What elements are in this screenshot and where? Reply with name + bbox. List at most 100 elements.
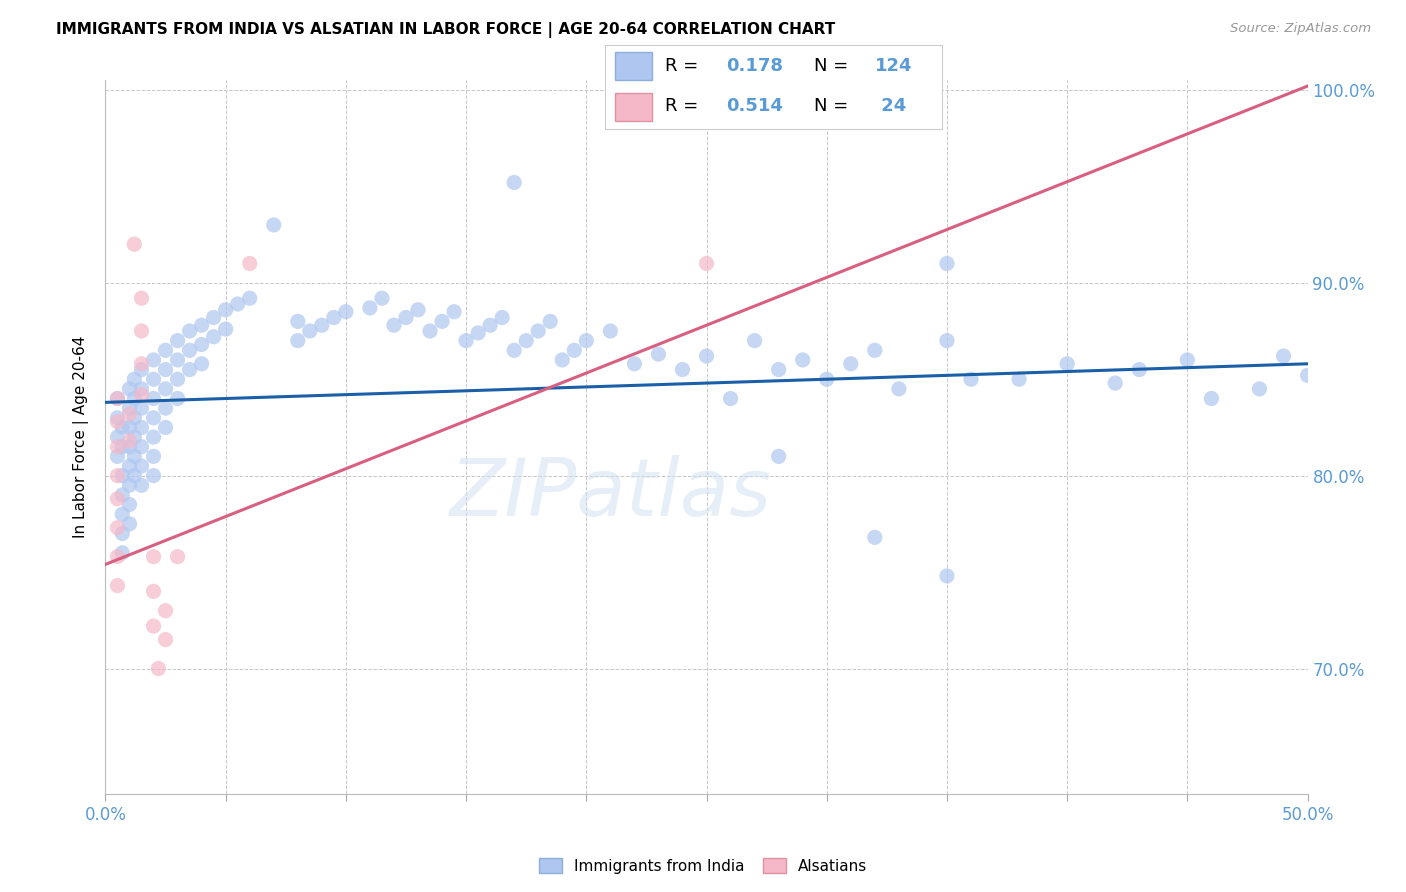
Point [538, 314, 561, 328]
Point [118, 440, 141, 454]
Point [863, 530, 886, 544]
Point [298, 324, 321, 338]
Point [142, 430, 165, 444]
Point [124, 450, 146, 464]
Point [768, 450, 790, 464]
Point [1201, 392, 1223, 406]
Point [166, 334, 188, 348]
Point [599, 324, 621, 338]
Point [131, 324, 153, 338]
Point [107, 410, 129, 425]
Point [118, 407, 141, 421]
Point [142, 372, 165, 386]
Point [111, 420, 134, 434]
Point [124, 392, 146, 406]
Point [124, 237, 146, 252]
Point [155, 604, 177, 618]
Point [454, 334, 477, 348]
Point [696, 256, 718, 270]
Point [166, 372, 188, 386]
Point [1272, 349, 1295, 363]
Point [131, 362, 153, 376]
Point [551, 353, 574, 368]
FancyBboxPatch shape [614, 53, 652, 80]
Point [131, 382, 153, 396]
Point [936, 569, 959, 583]
Point [744, 334, 766, 348]
Point [202, 330, 225, 344]
Point [166, 353, 188, 368]
Point [118, 382, 141, 396]
Point [720, 392, 742, 406]
Text: 124: 124 [875, 57, 912, 75]
Point [467, 326, 489, 340]
Point [124, 430, 146, 444]
Point [287, 334, 309, 348]
Point [118, 458, 141, 473]
Point [155, 382, 177, 396]
Point [179, 362, 201, 376]
Y-axis label: In Labor Force | Age 20-64: In Labor Force | Age 20-64 [73, 336, 90, 538]
Text: Source: ZipAtlas.com: Source: ZipAtlas.com [1230, 22, 1371, 36]
Point [936, 334, 959, 348]
Point [107, 521, 129, 535]
Point [190, 337, 212, 351]
Point [202, 310, 225, 325]
Point [792, 353, 814, 368]
Point [443, 304, 465, 318]
Text: IMMIGRANTS FROM INDIA VS ALSATIAN IN LABOR FORCE | AGE 20-64 CORRELATION CHART: IMMIGRANTS FROM INDIA VS ALSATIAN IN LAB… [56, 22, 835, 38]
Point [155, 632, 177, 647]
Point [239, 291, 262, 305]
Point [960, 372, 983, 386]
Point [118, 420, 141, 434]
Point [179, 343, 201, 358]
Point [311, 318, 333, 333]
Point [131, 420, 153, 434]
Point [142, 392, 165, 406]
Point [263, 218, 285, 232]
Point [503, 343, 526, 358]
Point [111, 440, 134, 454]
Point [322, 310, 344, 325]
Point [1008, 372, 1031, 386]
Point [155, 420, 177, 434]
Point [1175, 353, 1198, 368]
Point [863, 343, 886, 358]
Point [226, 297, 249, 311]
Point [118, 401, 141, 416]
Point [335, 304, 357, 318]
Point [395, 310, 418, 325]
Point [124, 410, 146, 425]
Point [179, 324, 201, 338]
Point [287, 314, 309, 328]
Point [131, 291, 153, 305]
Point [647, 347, 669, 361]
Point [166, 392, 188, 406]
Point [239, 256, 262, 270]
Point [406, 302, 429, 317]
Point [107, 468, 129, 483]
Point [131, 458, 153, 473]
Point [118, 498, 141, 512]
Point [124, 468, 146, 483]
Point [936, 256, 959, 270]
Point [107, 578, 129, 592]
Point [214, 302, 236, 317]
Point [142, 619, 165, 633]
Point [382, 318, 405, 333]
Point [131, 478, 153, 492]
Point [107, 415, 129, 429]
Point [118, 434, 141, 448]
Text: 0.514: 0.514 [725, 97, 783, 115]
Point [479, 318, 502, 333]
Point [166, 549, 188, 564]
Point [1056, 357, 1078, 371]
Point [107, 549, 129, 564]
Text: N =: N = [814, 97, 853, 115]
Point [124, 372, 146, 386]
Point [623, 357, 645, 371]
Point [1104, 376, 1126, 390]
Point [155, 343, 177, 358]
Point [503, 176, 526, 190]
Point [768, 362, 790, 376]
